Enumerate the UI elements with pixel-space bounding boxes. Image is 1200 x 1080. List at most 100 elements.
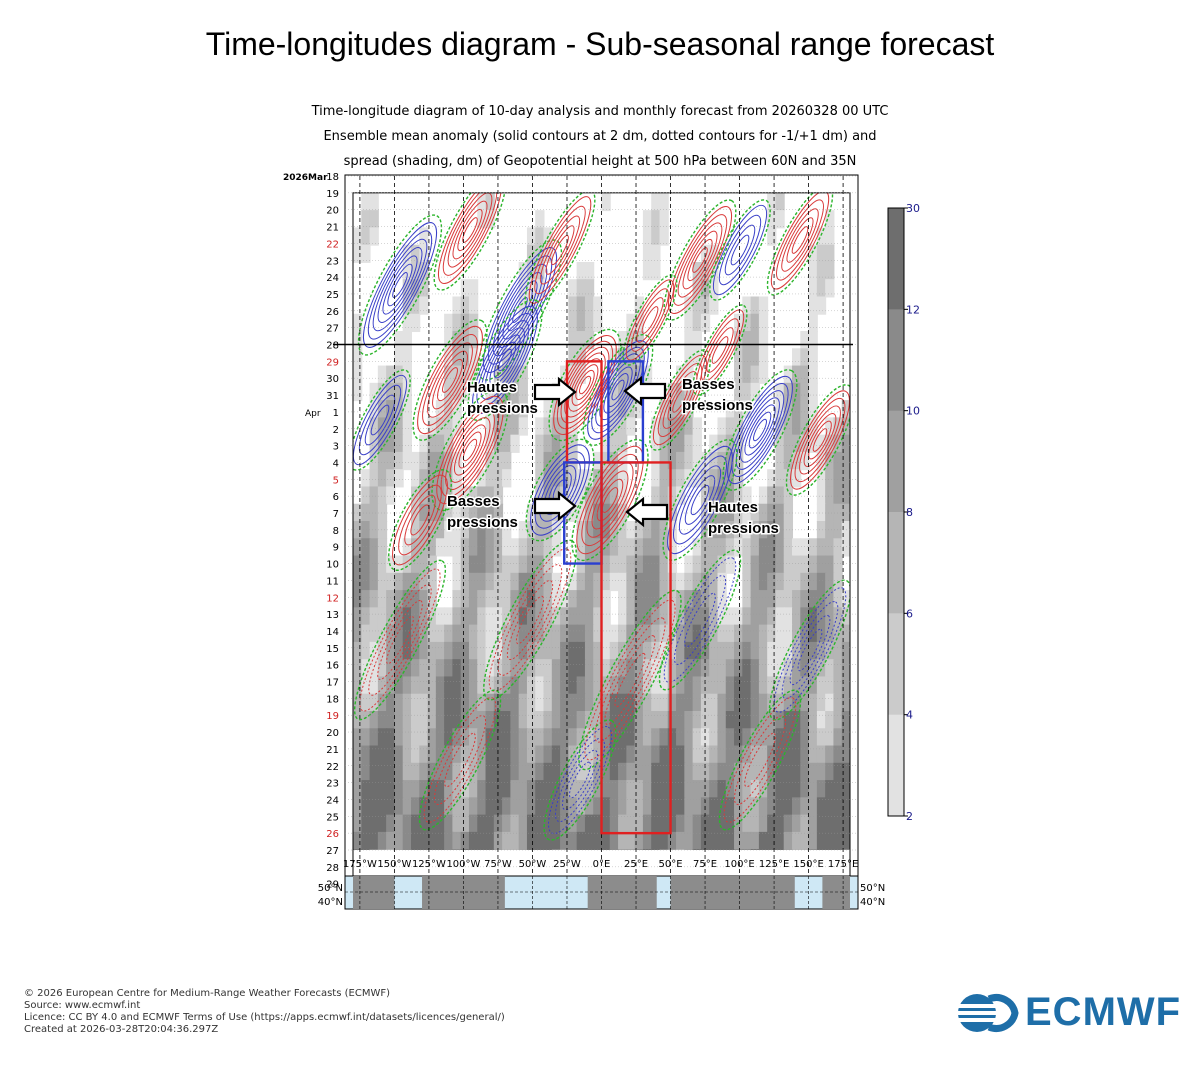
spread-cell — [460, 382, 470, 402]
spread-cell — [369, 676, 379, 695]
spread-cell — [526, 780, 537, 799]
spread-cell — [444, 641, 454, 661]
spread-cell — [742, 331, 752, 350]
spread-cell — [502, 745, 512, 764]
spread-cell — [767, 780, 777, 799]
spread-cell — [427, 780, 437, 799]
spread-cell — [659, 555, 669, 574]
spread-cell — [369, 451, 379, 471]
spread-cell — [584, 624, 595, 643]
spread-cell — [684, 555, 694, 574]
spread-cell — [775, 797, 785, 816]
spread-cell — [402, 659, 412, 678]
spread-cell — [800, 365, 810, 384]
spread-cell — [651, 641, 661, 661]
spread-cell — [427, 693, 437, 712]
spread-cell — [816, 469, 827, 488]
spread-cell — [618, 590, 628, 609]
positive-anomaly-contour — [571, 364, 599, 406]
x-tick-label: 0°E — [593, 859, 611, 870]
spread-cell — [758, 296, 769, 315]
spread-cell — [676, 451, 686, 471]
spread-cell — [758, 572, 769, 592]
spread-cell — [692, 849, 702, 850]
spread-cell — [377, 607, 388, 626]
spread-cell — [816, 227, 827, 246]
x-tick-label: 175°W — [343, 859, 377, 870]
spread-cell — [734, 728, 744, 747]
spread-cell — [353, 348, 363, 367]
map-lat-label-right: 40°N — [860, 897, 885, 908]
spread-cell — [568, 762, 578, 782]
spread-cell — [369, 745, 379, 764]
spread-cell — [684, 590, 694, 609]
negative-anomaly-contour — [530, 444, 590, 536]
spread-cell — [435, 607, 446, 626]
spread-cell — [601, 555, 611, 574]
positive-anomaly-contour — [662, 371, 698, 429]
spread-cell — [493, 693, 504, 712]
spread-cell — [725, 624, 736, 643]
spread-cell — [609, 710, 620, 730]
spread-cell — [808, 710, 818, 730]
spread-cell — [634, 849, 644, 850]
spread-cell — [361, 538, 371, 557]
positive-anomaly-contour — [692, 247, 708, 273]
spread-cell — [725, 831, 736, 850]
spread-cell — [800, 780, 810, 799]
spread-cell — [709, 244, 719, 263]
y-tick-label: 2 — [333, 425, 339, 436]
ecmwf-logo[interactable]: ECMWF — [955, 990, 1181, 1035]
spread-cell — [626, 331, 636, 350]
spread-cell — [493, 745, 504, 764]
spread-cell — [410, 745, 421, 764]
spread-cell — [717, 417, 727, 436]
spread-cell — [584, 261, 595, 281]
spread-cell — [394, 797, 404, 816]
spread-cell — [361, 572, 371, 592]
y-tick-label: 11 — [326, 576, 339, 587]
zero-contour — [768, 579, 850, 721]
spread-cell — [535, 693, 545, 712]
spread-cell — [468, 780, 479, 799]
spread-cell — [576, 849, 586, 850]
spread-cell — [758, 590, 769, 609]
spread-cell — [435, 400, 446, 419]
colorbar-segment — [888, 208, 904, 310]
spread-cell — [361, 762, 371, 782]
spread-cell — [427, 797, 437, 816]
positive-anomaly-contour — [604, 635, 656, 725]
spread-cell — [717, 693, 727, 712]
spread-cell — [518, 538, 528, 557]
spread-cell — [800, 434, 810, 453]
spread-cell — [560, 762, 570, 782]
spread-cell — [493, 814, 504, 833]
spread-cell — [734, 710, 744, 730]
spread-cell — [775, 831, 785, 850]
zero-contour — [467, 299, 543, 421]
spread-cell — [742, 607, 752, 626]
spread-cell — [717, 710, 727, 730]
spread-cell — [800, 417, 810, 436]
spread-cell — [767, 693, 777, 712]
spread-cell — [659, 745, 669, 764]
spread-cell — [792, 365, 802, 384]
spread-cell — [535, 210, 545, 229]
spread-cell — [543, 693, 553, 712]
spread-cell — [361, 486, 371, 505]
spread-cell — [353, 814, 363, 833]
spread-cell — [526, 538, 537, 557]
spread-cell — [792, 382, 802, 402]
spread-cell — [667, 745, 678, 764]
spread-cell — [543, 659, 553, 678]
spread-cell — [651, 780, 661, 799]
negative-anomaly-contour — [547, 725, 613, 835]
spread-cell — [692, 331, 702, 350]
spread-cell — [452, 745, 462, 764]
spread-cell — [692, 745, 702, 764]
zero-contour — [353, 369, 411, 471]
spread-cell — [717, 780, 727, 799]
negative-anomaly-contour — [789, 614, 831, 686]
spread-cell — [833, 590, 843, 609]
negative-anomaly-contour — [476, 313, 534, 407]
